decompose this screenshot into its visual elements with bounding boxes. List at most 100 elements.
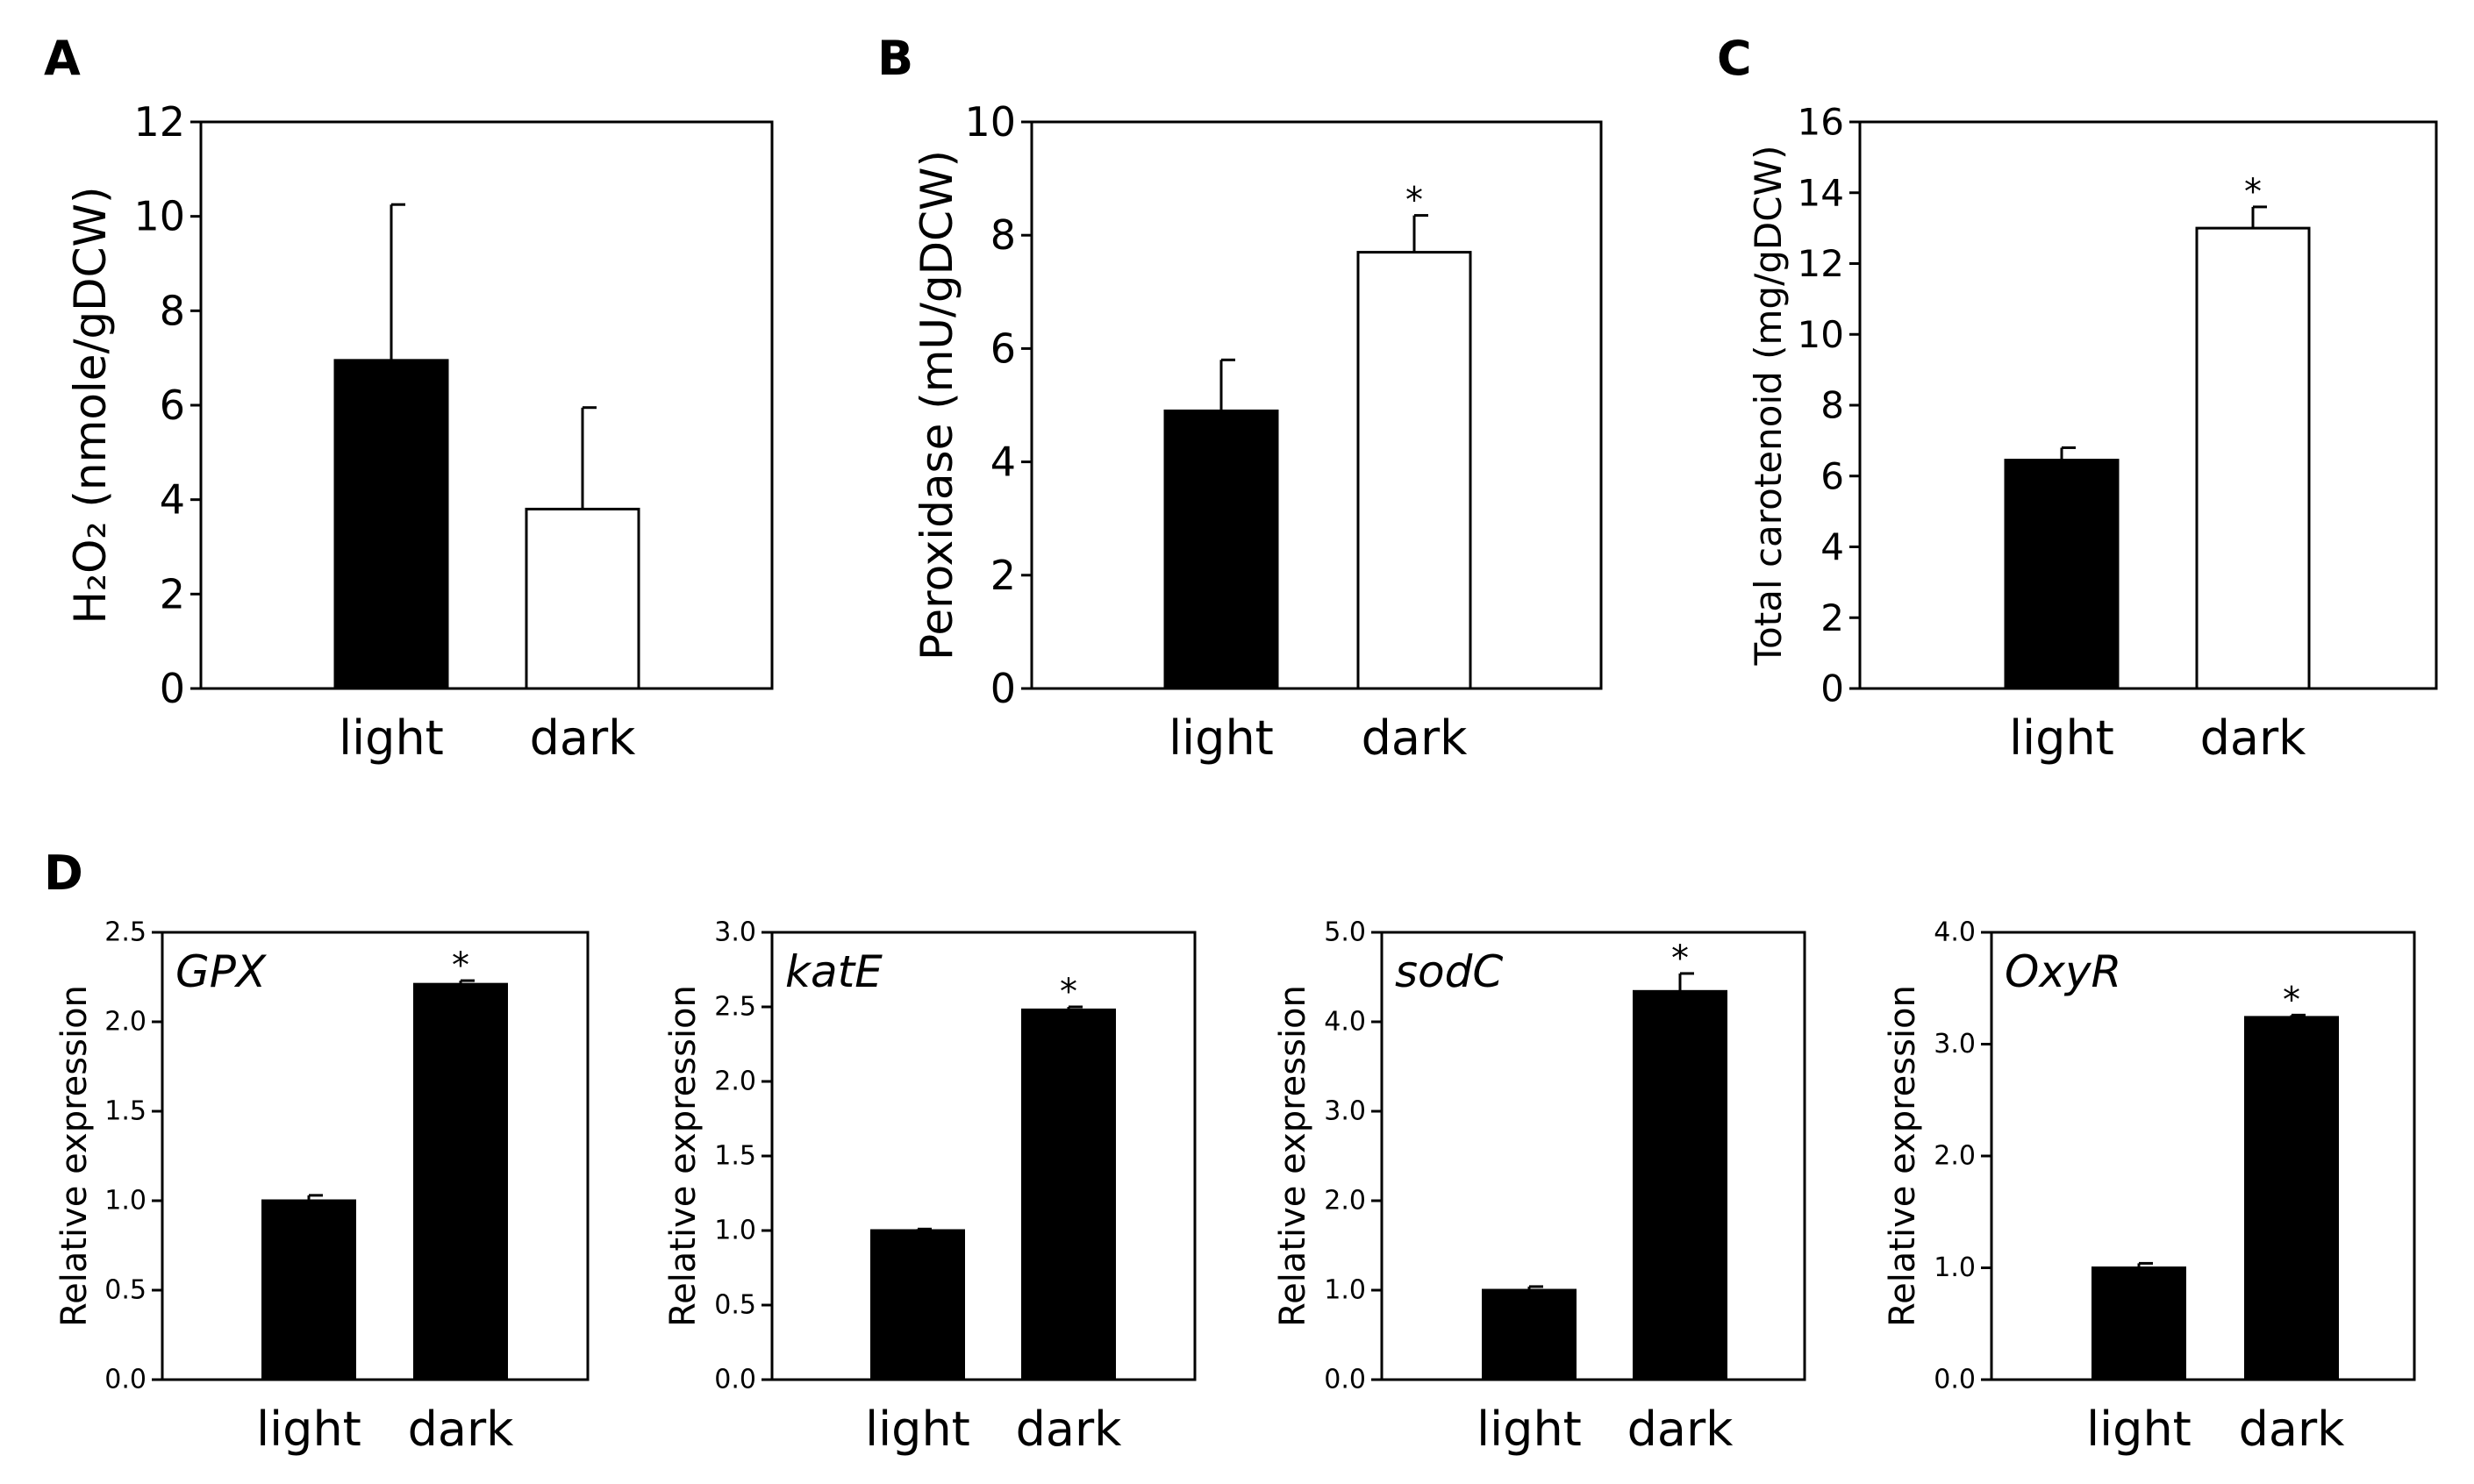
category-label-dark: dark: [530, 710, 637, 766]
y-tick-label: 0.5: [714, 1290, 756, 1321]
y-tick-label: 0.5: [104, 1275, 147, 1306]
panel-d3: 0.0 1.0 2.0 3.0 4.0 5.0 light * dark Relative exp…: [1273, 917, 1806, 1457]
y-tick-label: 2.5: [714, 992, 756, 1023]
y-tick-label: 14: [1798, 171, 1844, 214]
y-tick-label: 12: [1798, 242, 1844, 285]
plot-frame: [1380, 931, 1806, 1381]
y-tick-label: 8: [160, 287, 185, 334]
y-tick-label: 2: [990, 552, 1016, 599]
y-tick-label: 4.0: [1324, 1007, 1366, 1038]
category-label-light: light: [339, 710, 444, 766]
y-tick-label: 6: [990, 325, 1016, 372]
panel-b: 0 2 4 6 8 10 light * dark Peroxidase (mU/gDCW) B: [877, 31, 1603, 766]
category-label-light: light: [1477, 1402, 1582, 1457]
bar-light: [2091, 1266, 2186, 1381]
y-tick-label: 2.0: [714, 1067, 756, 1097]
y-tick-label: 1.0: [714, 1216, 756, 1246]
gene-title: sodC: [1395, 946, 1503, 997]
category-label-dark: dark: [1627, 1402, 1734, 1457]
bar-dark: [2244, 1016, 2339, 1381]
y-axis-label: Peroxidase (mU/gDCW): [912, 150, 962, 660]
category-label-light: light: [2086, 1402, 2192, 1457]
bar-dark: [1021, 1008, 1116, 1381]
category-label-light: light: [865, 1402, 970, 1457]
plot-frame: [1990, 931, 2416, 1381]
y-tick-label: 2.5: [104, 917, 147, 948]
significance-mark: *: [1405, 181, 1423, 221]
y-tick-label: 0: [160, 665, 185, 712]
y-tick-label: 10: [133, 193, 185, 240]
y-tick-label: 5.0: [1324, 917, 1366, 948]
panel-letter: C: [1717, 31, 1752, 86]
category-label-light: light: [256, 1402, 361, 1457]
y-tick-label: 12: [133, 98, 185, 146]
y-tick-label: 2.0: [1934, 1141, 1976, 1172]
panel-c: 0 2 4 6 8 10 12 14 16 light * dark Total carotenoid …: [1717, 31, 2438, 766]
category-label-light: light: [1169, 710, 1274, 766]
y-tick-label: 1.0: [1934, 1252, 1976, 1283]
significance-mark: *: [452, 945, 469, 986]
y-tick-label: 2: [160, 570, 185, 617]
category-label-dark: dark: [2200, 710, 2307, 766]
bar-light: [870, 1229, 965, 1381]
panel-a: 0 2 4 6 8 10 12 light dark H₂O₂ (nmole/gDCW) A: [44, 31, 774, 766]
bar-dark: [525, 507, 640, 690]
y-tick-label: 2.0: [104, 1007, 147, 1038]
panel-letter: B: [877, 31, 913, 86]
bar-light: [1163, 409, 1279, 690]
y-tick-label: 4.0: [1934, 917, 1976, 948]
y-tick-label: 1.0: [1324, 1275, 1366, 1306]
y-tick-label: 1.0: [104, 1186, 147, 1216]
y-tick-label: 0.0: [1324, 1365, 1366, 1395]
gene-title: GPX: [175, 946, 268, 997]
bar-light: [261, 1199, 356, 1381]
gene-title: OxyR: [2005, 946, 2121, 997]
category-label-dark: dark: [2239, 1402, 2346, 1457]
y-tick-label: 0.0: [1934, 1365, 1976, 1395]
bar-light: [1482, 1288, 1577, 1381]
bar-dark: [1633, 989, 1727, 1381]
category-label-dark: dark: [408, 1402, 515, 1457]
plot-frame: [1858, 120, 2438, 690]
y-axis-label: Relative expression: [54, 985, 95, 1327]
y-tick-label: 1.5: [714, 1141, 756, 1172]
y-tick-label: 3.0: [1934, 1029, 1976, 1059]
y-tick-label: 2.0: [1324, 1186, 1366, 1216]
significance-mark: *: [1060, 972, 1077, 1012]
category-label-dark: dark: [1016, 1402, 1123, 1457]
y-tick-label: 0: [1820, 667, 1844, 710]
y-tick-label: 0.0: [714, 1365, 756, 1395]
bar-dark: [2195, 226, 2311, 690]
y-tick-label: 10: [964, 98, 1016, 146]
category-label-dark: dark: [1362, 710, 1469, 766]
y-axis-label: Relative expression: [1273, 985, 1313, 1327]
y-tick-label: 8: [1820, 384, 1844, 427]
plot-frame: [199, 120, 774, 690]
y-tick-label: 3.0: [1324, 1096, 1366, 1127]
significance-mark: *: [2244, 172, 2262, 212]
plot-frame: [161, 931, 590, 1381]
y-tick-label: 0.0: [104, 1365, 147, 1395]
y-axis-label: Total carotenoid (mg/gDCW): [1747, 146, 1790, 667]
bar-dark: [1356, 251, 1472, 690]
y-tick-label: 3.0: [714, 917, 756, 948]
y-tick-label: 6: [1820, 454, 1844, 497]
significance-mark: *: [2283, 980, 2300, 1020]
bar-dark: [413, 982, 508, 1381]
y-tick-label: 6: [160, 382, 185, 429]
y-tick-label: 16: [1798, 101, 1844, 144]
y-tick-label: 8: [990, 211, 1016, 259]
panel-letter: A: [44, 31, 81, 86]
y-tick-label: 4: [160, 476, 185, 524]
plot-frame: [770, 931, 1197, 1381]
y-axis-label: Relative expression: [663, 985, 704, 1327]
plot-frame: [1030, 120, 1603, 690]
y-tick-label: 0: [990, 665, 1016, 712]
y-tick-label: 2: [1820, 596, 1844, 639]
panel-d2: 0.0 0.5 1.0 1.5 2.0 2.5 3.0 light * dark Relative …: [663, 917, 1197, 1457]
significance-mark: *: [1671, 938, 1689, 979]
y-tick-label: 1.5: [104, 1096, 147, 1127]
bar-light: [333, 359, 449, 690]
y-tick-label: 4: [990, 439, 1016, 486]
